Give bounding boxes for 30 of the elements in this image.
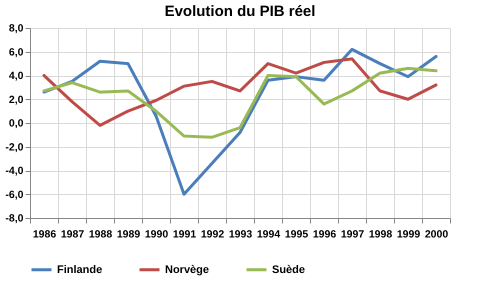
x-tick-label: 1988 <box>88 228 112 240</box>
x-tick-label: 1996 <box>312 228 336 240</box>
y-tick-label: 2,0 <box>8 94 24 106</box>
x-tick-label: 2000 <box>424 228 448 240</box>
x-tick-label: 1994 <box>256 228 280 240</box>
x-tick-label: 1998 <box>368 228 392 240</box>
x-tick-label: 1986 <box>32 228 56 240</box>
x-tick-label: 1987 <box>60 228 84 240</box>
line-series <box>42 57 438 127</box>
x-tick-label: 1990 <box>144 228 168 240</box>
x-tick-label: 1991 <box>172 228 196 240</box>
y-tick-label: -8,0 <box>5 212 24 224</box>
x-tick-label: 1995 <box>284 228 308 240</box>
y-tick-label: 8,0 <box>8 22 24 34</box>
legend-label: Finlande <box>57 264 102 276</box>
x-tick-label: 1997 <box>340 228 364 240</box>
legend-label: Suède <box>272 264 306 276</box>
x-tick-label: 1989 <box>116 228 140 240</box>
legend-label: Norvège <box>165 264 210 276</box>
y-tick-label: 6,0 <box>8 46 24 58</box>
x-tick-label: 1992 <box>200 228 224 240</box>
y-tick-label: 4,0 <box>8 70 24 82</box>
chart-title: Evolution du PIB réel <box>164 3 316 20</box>
x-tick-label: 1999 <box>396 228 420 240</box>
x-tick-label: 1993 <box>228 228 252 240</box>
y-tick-label: -2,0 <box>5 141 24 154</box>
y-tick-label: -6,0 <box>5 188 24 201</box>
y-tick-label: -4,0 <box>5 165 24 177</box>
y-tick-label: 0,0 <box>8 118 24 130</box>
line-series <box>42 66 438 139</box>
